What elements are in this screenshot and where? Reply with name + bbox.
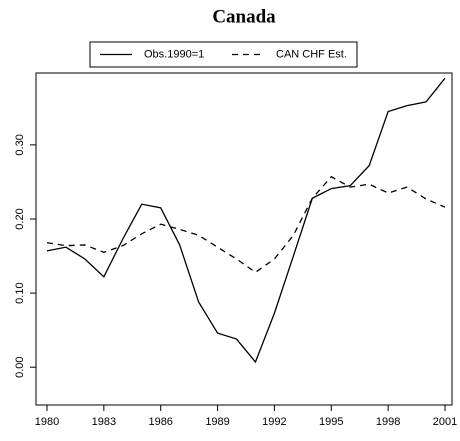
legend-label: CAN CHF Est. xyxy=(276,48,347,60)
line-series xyxy=(46,175,446,274)
y-tick-label: 0.00 xyxy=(14,356,26,377)
y-tick-label: 0.30 xyxy=(14,134,26,155)
line-series xyxy=(46,77,446,364)
y-tick-label: 0.10 xyxy=(14,282,26,303)
legend-label: Obs.1990=1 xyxy=(144,48,204,60)
x-tick-label: 1998 xyxy=(376,416,400,428)
y-tick-label: 0.20 xyxy=(14,208,26,229)
chart-title: Canada xyxy=(212,6,276,27)
x-tick-label: 1992 xyxy=(262,416,286,428)
x-tick-label: 1983 xyxy=(92,416,116,428)
x-tick-label: 1986 xyxy=(148,416,172,428)
x-tick-label: 1995 xyxy=(319,416,343,428)
x-tick-label: 1989 xyxy=(205,416,229,428)
x-tick-label: 1980 xyxy=(35,416,59,428)
legend xyxy=(89,41,358,68)
plot-frame xyxy=(35,72,453,406)
x-tick-label: 2001 xyxy=(433,416,457,428)
